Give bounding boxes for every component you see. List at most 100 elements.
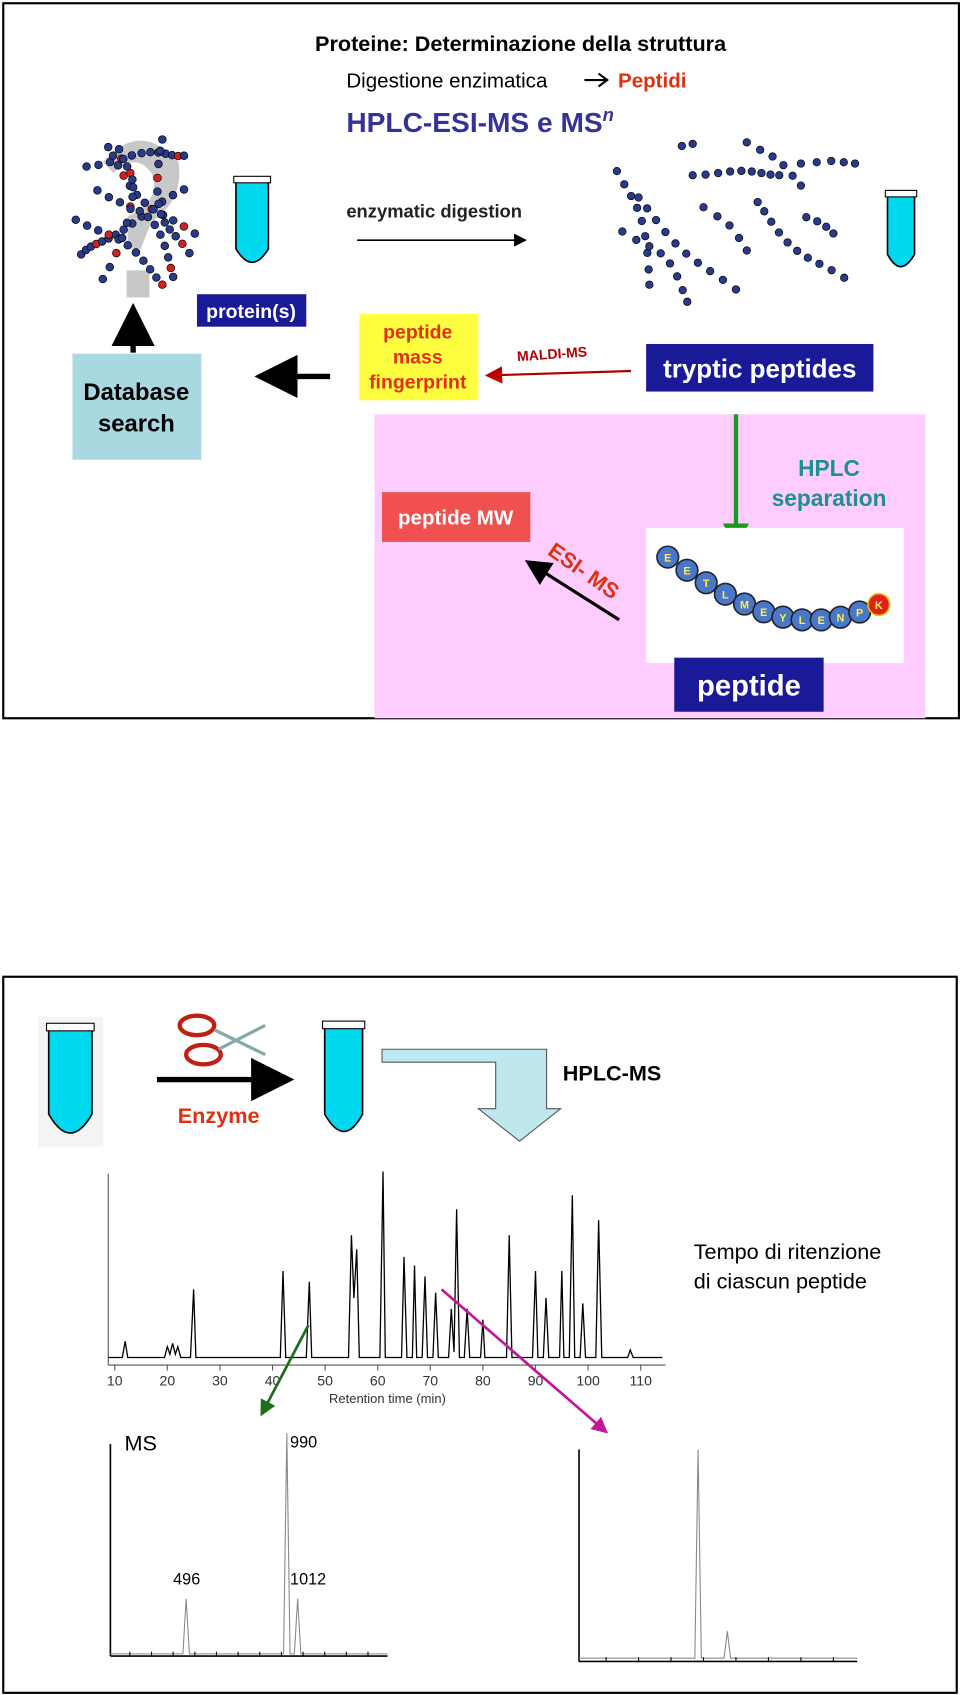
bead xyxy=(645,280,654,289)
bead xyxy=(822,222,831,231)
bead xyxy=(850,159,860,168)
bead xyxy=(190,229,200,238)
flow-arrow xyxy=(381,1048,563,1142)
bead xyxy=(788,171,797,180)
scissors-icon xyxy=(177,1013,266,1067)
bead xyxy=(179,185,189,194)
bead xyxy=(168,190,178,200)
subtitle: Digestione enzimatica xyxy=(346,70,548,93)
bead xyxy=(108,151,118,160)
bead xyxy=(783,238,792,247)
arrow xyxy=(260,1324,310,1417)
bead xyxy=(119,225,128,234)
x-tick-label: 50 xyxy=(317,1373,333,1389)
arrow xyxy=(440,1288,609,1434)
bead xyxy=(726,167,735,176)
bead xyxy=(153,173,162,183)
bead xyxy=(146,147,155,157)
bead xyxy=(122,218,132,228)
hplc-ms-label: HPLC-MS xyxy=(563,1061,662,1086)
x-tick-label: 20 xyxy=(160,1373,176,1389)
tube-icon xyxy=(884,189,918,268)
sequence-letter: P xyxy=(856,607,863,619)
bead xyxy=(839,158,848,167)
sequence-letter: L xyxy=(722,590,729,602)
tryptic-label: tryptic peptides xyxy=(663,354,856,384)
bead xyxy=(665,259,675,268)
enzymatic-digestion: enzymatic digestion xyxy=(346,200,522,221)
peptide-mw-label: peptide MW xyxy=(398,507,514,530)
x-tick-label: 80 xyxy=(475,1373,491,1389)
slide-frame xyxy=(2,975,958,1694)
bead xyxy=(128,192,137,202)
bead xyxy=(126,204,135,214)
bead xyxy=(112,248,121,258)
bead xyxy=(815,259,824,268)
bead xyxy=(160,218,170,227)
bead xyxy=(104,230,113,239)
bead xyxy=(140,198,149,208)
bead xyxy=(119,154,128,164)
bead xyxy=(688,139,697,148)
bead xyxy=(802,213,811,222)
peak-label: 1012 xyxy=(290,1571,326,1589)
peptide-box xyxy=(674,657,824,712)
bead xyxy=(734,233,744,243)
bead xyxy=(166,263,176,273)
fingerprint-label: mass xyxy=(393,346,443,368)
method-main: HPLC-ESI-MS e MS xyxy=(346,107,602,138)
bead xyxy=(840,273,849,282)
bead xyxy=(713,212,722,221)
bead xyxy=(135,206,144,216)
bead xyxy=(688,171,697,180)
bead xyxy=(803,253,812,262)
bead xyxy=(143,212,153,222)
sequence-letter: E xyxy=(818,615,825,627)
proteins-label: protein(s) xyxy=(206,301,296,323)
bead xyxy=(796,181,806,190)
bead xyxy=(675,558,699,582)
method: HPLC-ESI-MS e MSn xyxy=(346,104,614,138)
hplc-label: separation xyxy=(772,485,887,511)
bead xyxy=(115,198,125,207)
x-tick-label: 90 xyxy=(528,1373,544,1389)
bead xyxy=(179,222,189,231)
bead xyxy=(113,161,123,170)
ms-spectrum xyxy=(578,1449,858,1663)
bead xyxy=(678,286,687,295)
bead xyxy=(693,258,702,267)
sequence-letter: E xyxy=(683,566,690,578)
bead xyxy=(185,248,194,258)
chromatogram-trace xyxy=(108,1171,663,1359)
enzyme-label: Enzyme xyxy=(178,1103,260,1128)
bead xyxy=(661,227,670,237)
bead xyxy=(812,158,821,167)
bead xyxy=(756,145,765,154)
x-tick-label: 30 xyxy=(212,1373,228,1389)
bead xyxy=(682,249,691,258)
bead xyxy=(742,138,751,147)
bead xyxy=(632,235,641,245)
arrow xyxy=(484,366,632,384)
x-tick-label: 70 xyxy=(423,1373,439,1389)
x-axis-ticks: 10 20 30 40 50 60 70 80 90 100 110 xyxy=(107,1365,652,1389)
bead xyxy=(137,148,146,158)
bead xyxy=(150,220,160,230)
bead xyxy=(152,273,161,282)
peptide-label: peptide xyxy=(697,671,801,703)
bead xyxy=(867,592,891,617)
retention-note: di ciascun peptide xyxy=(694,1268,867,1293)
bead xyxy=(114,145,124,154)
bead xyxy=(793,246,802,255)
bead xyxy=(641,232,650,241)
bead xyxy=(714,168,723,178)
bead xyxy=(82,162,91,171)
bead xyxy=(154,199,163,209)
bead xyxy=(813,217,822,226)
bead xyxy=(178,239,187,249)
sequence-letter: M xyxy=(740,599,749,611)
bead xyxy=(779,161,788,170)
method-superscript: n xyxy=(603,104,614,125)
arrow-icon xyxy=(584,72,609,88)
ms-label: MS xyxy=(124,1431,156,1456)
